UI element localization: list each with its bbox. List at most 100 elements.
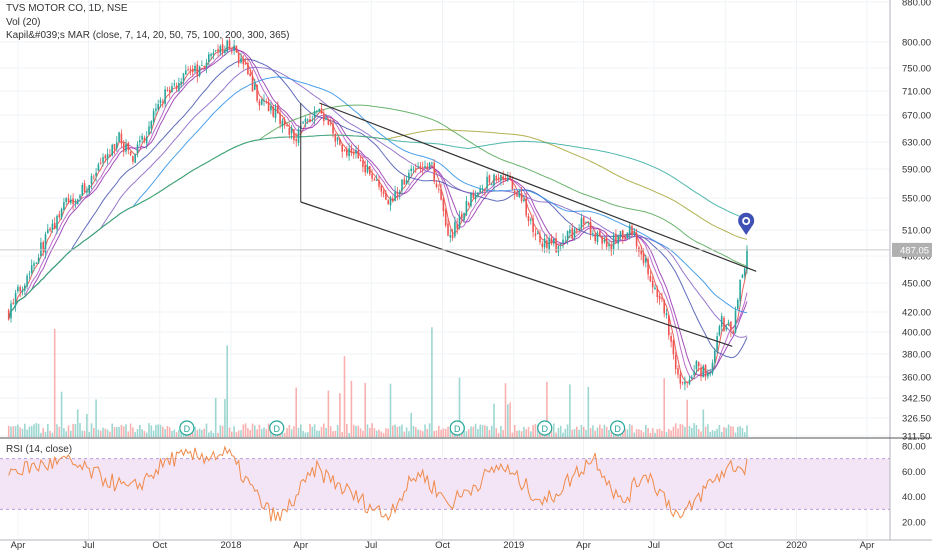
volume-bar	[716, 428, 718, 437]
candle-body	[741, 275, 744, 278]
candle-body	[645, 258, 647, 263]
volume-bar	[700, 431, 702, 437]
moving-average-line	[8, 66, 748, 338]
volume-bar	[139, 424, 141, 437]
volume-bar	[707, 424, 709, 437]
volume-bar	[587, 386, 590, 437]
volume-legend: Vol (20)	[6, 17, 41, 28]
candle-body	[343, 149, 346, 151]
rsi-line	[8, 445, 748, 522]
candle-body	[410, 168, 413, 172]
volume-bar	[493, 403, 495, 437]
volume-bar	[76, 409, 79, 437]
volume-bar	[30, 425, 33, 437]
volume-bar	[658, 428, 661, 437]
volume-bar	[93, 428, 95, 437]
dividend-marker[interactable]	[269, 420, 285, 436]
candle-body	[444, 209, 447, 226]
dividend-marker[interactable]	[609, 420, 626, 436]
volume-bar	[134, 432, 137, 437]
candle-body	[622, 230, 624, 239]
candle-body	[113, 144, 116, 150]
volume-bar	[237, 430, 240, 437]
candle-body	[49, 228, 51, 231]
time-tick-label: Jul	[82, 540, 94, 550]
price-tick-label: 550.00	[902, 194, 931, 205]
volume-bar	[497, 432, 500, 437]
volume-bar	[723, 427, 725, 437]
moving-average-line	[8, 134, 748, 320]
volume-bar	[369, 427, 371, 437]
rsi-tick-label: 80.00	[902, 442, 926, 453]
volume-bar	[201, 429, 203, 437]
candle-body	[688, 379, 691, 385]
rsi-series-line	[8, 445, 748, 522]
volume-bar	[677, 428, 679, 437]
volume-bar	[642, 432, 645, 437]
volume-bar	[679, 423, 682, 437]
volume-bar	[394, 424, 396, 437]
moving-average-legend: Kapil&#039;s MAR (close, 7, 14, 20, 50, …	[6, 30, 290, 41]
candle-body	[145, 136, 148, 144]
volume-bar	[286, 428, 288, 437]
volume-bar	[651, 428, 654, 437]
volume-bar	[663, 378, 666, 437]
volume-bar	[148, 423, 150, 437]
volume-bar	[481, 425, 484, 437]
volume-bar	[316, 430, 318, 437]
candle-body	[589, 222, 592, 234]
candle-body	[143, 137, 146, 142]
volume-bar	[674, 423, 677, 437]
volume-bar	[125, 424, 127, 437]
price-tick-label: 480.00	[902, 252, 931, 263]
volume-bar	[132, 427, 134, 437]
volume-bar	[605, 426, 608, 437]
candle-body	[665, 313, 668, 316]
candle-body	[649, 275, 652, 282]
volume-bar	[178, 429, 180, 437]
volume-bar	[293, 426, 295, 437]
candle-body	[557, 246, 560, 253]
candle-body	[504, 178, 507, 181]
volume-bar	[26, 429, 28, 437]
candle-body	[624, 237, 626, 239]
channel-lower-line[interactable]	[300, 201, 733, 347]
dividend-marker[interactable]	[179, 420, 195, 436]
candle-body	[651, 281, 654, 288]
candle-body	[166, 89, 169, 91]
dividend-marker[interactable]	[449, 420, 465, 436]
candle-body	[596, 232, 599, 242]
volume-bar	[70, 430, 72, 437]
volume-bar	[479, 424, 482, 437]
candle-body	[472, 193, 475, 198]
candle-body	[479, 188, 482, 193]
dividend-marker[interactable]	[537, 420, 553, 436]
candle-body	[51, 223, 54, 230]
volume-bar	[447, 426, 449, 437]
candle-body	[254, 84, 256, 90]
candle-body	[180, 81, 183, 85]
volume-bar	[472, 426, 475, 437]
moving-average-line	[8, 58, 748, 359]
volume-bar	[196, 429, 199, 437]
volume-bar	[325, 427, 327, 437]
candle-body	[162, 102, 164, 104]
trend-channel[interactable]	[300, 102, 757, 347]
channel-upper-line[interactable]	[319, 102, 757, 272]
volume-bar	[205, 423, 208, 437]
candle-body	[421, 167, 424, 169]
location-pin-icon[interactable]	[738, 212, 755, 235]
candle-body	[10, 303, 12, 319]
candle-body	[95, 172, 97, 177]
volume-bar	[649, 432, 652, 437]
volume-bar	[714, 430, 716, 437]
candle-body	[385, 193, 387, 200]
candle-body	[518, 192, 521, 197]
candle-body	[148, 126, 150, 135]
candle-body	[369, 166, 371, 175]
candle-body	[419, 165, 422, 169]
candle-body	[389, 197, 392, 206]
candle-body	[451, 234, 454, 238]
